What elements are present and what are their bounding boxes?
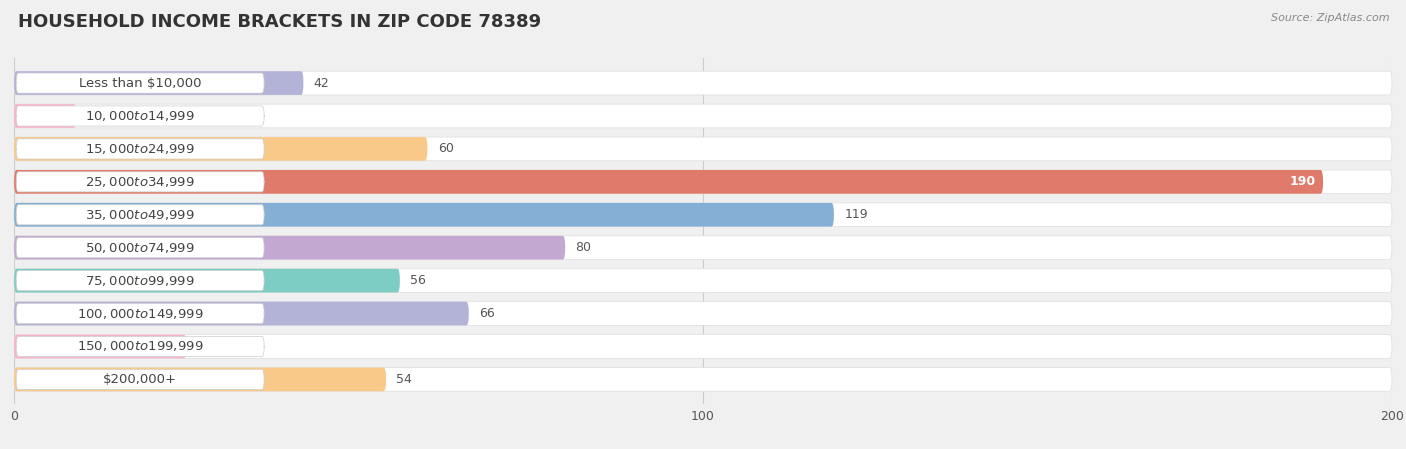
Text: $200,000+: $200,000+ [103, 373, 177, 386]
Text: Less than $10,000: Less than $10,000 [79, 77, 201, 89]
FancyBboxPatch shape [14, 269, 399, 292]
FancyBboxPatch shape [14, 368, 387, 391]
FancyBboxPatch shape [14, 335, 1392, 358]
FancyBboxPatch shape [14, 137, 1392, 161]
Text: 54: 54 [396, 373, 412, 386]
FancyBboxPatch shape [15, 139, 264, 159]
FancyBboxPatch shape [14, 203, 834, 227]
Text: 60: 60 [437, 142, 454, 155]
FancyBboxPatch shape [14, 269, 1392, 292]
FancyBboxPatch shape [14, 170, 1323, 194]
FancyBboxPatch shape [14, 104, 1392, 128]
FancyBboxPatch shape [15, 106, 264, 126]
Text: 80: 80 [575, 241, 592, 254]
Text: $100,000 to $149,999: $100,000 to $149,999 [77, 307, 204, 321]
FancyBboxPatch shape [14, 335, 186, 358]
Text: 9: 9 [86, 110, 94, 123]
FancyBboxPatch shape [14, 236, 565, 260]
Text: 190: 190 [1291, 176, 1316, 188]
FancyBboxPatch shape [14, 71, 304, 95]
FancyBboxPatch shape [15, 304, 264, 324]
Text: HOUSEHOLD INCOME BRACKETS IN ZIP CODE 78389: HOUSEHOLD INCOME BRACKETS IN ZIP CODE 78… [18, 13, 541, 31]
FancyBboxPatch shape [14, 104, 76, 128]
FancyBboxPatch shape [15, 73, 264, 93]
FancyBboxPatch shape [14, 236, 1392, 260]
FancyBboxPatch shape [14, 368, 1392, 391]
Text: $35,000 to $49,999: $35,000 to $49,999 [86, 208, 195, 222]
FancyBboxPatch shape [14, 137, 427, 161]
FancyBboxPatch shape [14, 170, 1392, 194]
Text: $150,000 to $199,999: $150,000 to $199,999 [77, 339, 204, 353]
FancyBboxPatch shape [15, 205, 264, 225]
FancyBboxPatch shape [15, 336, 264, 357]
Text: 25: 25 [197, 340, 212, 353]
Text: $15,000 to $24,999: $15,000 to $24,999 [86, 142, 195, 156]
Text: 56: 56 [411, 274, 426, 287]
Text: $75,000 to $99,999: $75,000 to $99,999 [86, 273, 195, 288]
FancyBboxPatch shape [15, 238, 264, 258]
FancyBboxPatch shape [15, 271, 264, 291]
Text: 42: 42 [314, 77, 329, 89]
Text: 66: 66 [479, 307, 495, 320]
FancyBboxPatch shape [15, 370, 264, 389]
FancyBboxPatch shape [14, 302, 1392, 326]
Text: 119: 119 [844, 208, 868, 221]
FancyBboxPatch shape [14, 71, 1392, 95]
Text: Source: ZipAtlas.com: Source: ZipAtlas.com [1271, 13, 1389, 23]
FancyBboxPatch shape [14, 302, 468, 326]
FancyBboxPatch shape [14, 203, 1392, 227]
Text: $50,000 to $74,999: $50,000 to $74,999 [86, 241, 195, 255]
Text: $25,000 to $34,999: $25,000 to $34,999 [86, 175, 195, 189]
FancyBboxPatch shape [15, 172, 264, 192]
Text: $10,000 to $14,999: $10,000 to $14,999 [86, 109, 195, 123]
